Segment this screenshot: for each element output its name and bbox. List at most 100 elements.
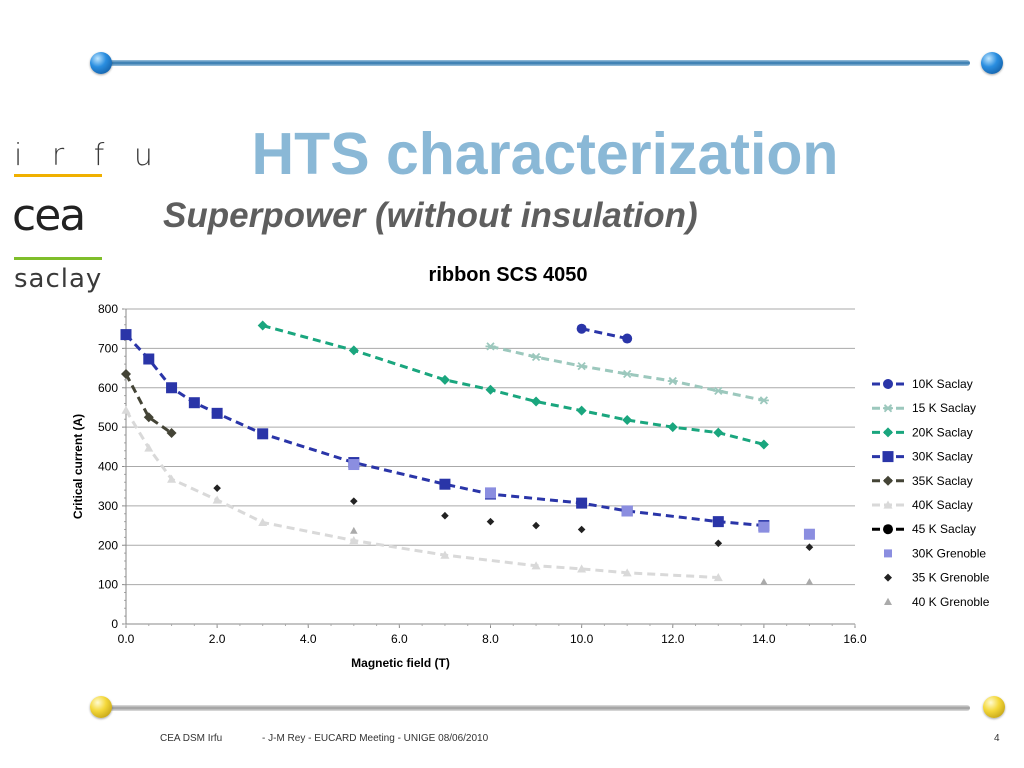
x-axis-label: Magnetic field (T): [351, 656, 450, 670]
series-0: [576, 323, 633, 344]
data-point: [258, 517, 268, 527]
data-point: [167, 474, 177, 483]
saclay-logo-overline: [14, 257, 102, 260]
data-point: [805, 543, 814, 552]
x-tick-label: 12.0: [661, 632, 685, 646]
data-point: [120, 329, 132, 341]
data-point: [805, 578, 814, 585]
saclay-logo: saclay: [14, 264, 103, 294]
data-point: [883, 404, 893, 413]
legend-label: 45 K Saclay: [912, 522, 976, 536]
data-point: [485, 487, 496, 499]
data-point: [622, 369, 633, 379]
data-point: [758, 439, 769, 450]
data-point: [622, 568, 632, 577]
legend-label: 35K Saclay: [912, 474, 973, 488]
data-point: [531, 396, 542, 407]
data-point: [350, 497, 358, 505]
data-point: [577, 564, 587, 573]
data-point: [144, 443, 154, 452]
legend-item: 40K Saclay: [872, 498, 973, 512]
data-point: [211, 407, 223, 419]
data-point: [485, 384, 496, 395]
series-line: [124, 373, 173, 435]
data-point: [577, 525, 586, 534]
series-line: [124, 333, 765, 528]
x-tick-label: 16.0: [843, 632, 867, 646]
y-tick-label: 600: [98, 381, 118, 395]
data-point: [486, 517, 495, 526]
bottom-right-ball: [983, 696, 1005, 718]
data-point: [883, 427, 893, 438]
legend-label: 40 K Grenoble: [912, 595, 990, 609]
critical-current-chart: ribbon SCS 4050 0 100 200 300 400 500 600 700 800…: [71, 264, 990, 670]
footer-page-number: 4: [994, 733, 1000, 744]
data-point: [439, 478, 451, 490]
y-tick-label: 500: [98, 420, 118, 434]
data-point: [883, 379, 893, 389]
data-point: [667, 422, 678, 433]
data-point: [188, 397, 200, 409]
legend-label: 40K Saclay: [912, 498, 973, 512]
data-point: [576, 361, 587, 371]
data-point: [166, 428, 177, 439]
y-axis-label: Critical current (A): [71, 414, 85, 519]
data-point: [713, 386, 724, 396]
data-point: [439, 374, 450, 385]
footer-organization: CEA DSM Irfu: [160, 733, 223, 744]
data-point: [883, 524, 893, 535]
x-tick-label: 8.0: [482, 632, 499, 646]
data-point: [760, 578, 768, 585]
chart-title: ribbon SCS 4050: [429, 264, 588, 286]
series-5: [121, 405, 723, 582]
series-7: [348, 459, 815, 540]
irfu-logo-underline: [14, 174, 102, 177]
legend-item: 10K Saclay: [872, 377, 973, 391]
legend-item: 20K Saclay: [872, 425, 973, 439]
y-tick-label: 0: [111, 617, 118, 631]
series-line: [124, 409, 719, 580]
data-point: [758, 396, 769, 405]
data-point: [883, 475, 893, 486]
data-point: [213, 484, 221, 492]
data-point: [622, 415, 633, 426]
data-point: [576, 405, 587, 416]
y-tick-label: 800: [98, 302, 118, 316]
legend-item: 45 K Saclay: [872, 522, 976, 536]
data-point: [758, 521, 770, 533]
series-line: [262, 324, 765, 446]
series-4: [121, 368, 177, 439]
legend-item: 35K Saclay: [872, 474, 973, 488]
data-point: [531, 561, 541, 570]
data-point: [884, 597, 892, 605]
data-point: [348, 345, 359, 356]
data-point: [576, 497, 588, 509]
x-tick-label: 4.0: [300, 632, 317, 646]
y-tick-label: 400: [98, 460, 118, 474]
legend-label: 30K Saclay: [912, 450, 973, 464]
slide-subtitle: Superpower (without insulation): [163, 196, 698, 235]
data-point: [350, 526, 358, 534]
data-point: [713, 573, 723, 582]
data-point: [349, 536, 359, 545]
data-point: [532, 521, 540, 530]
data-point: [531, 352, 542, 362]
data-point: [803, 528, 815, 540]
top-decorative-bar: [108, 60, 970, 66]
data-point: [714, 539, 723, 548]
legend-item: 15 K Saclay: [872, 401, 976, 415]
data-point: [667, 376, 678, 386]
series-line: [581, 327, 628, 340]
legend-label: 15 K Saclay: [912, 401, 976, 415]
data-point: [440, 550, 450, 559]
data-point: [121, 368, 131, 379]
data-point: [884, 549, 892, 558]
series-1: [485, 342, 769, 405]
y-tick-label: 200: [98, 538, 118, 552]
legend-label: 10K Saclay: [912, 377, 973, 391]
data-point: [143, 353, 155, 365]
legend-label: 30K Grenoble: [912, 546, 986, 560]
y-tick-label: 100: [98, 578, 118, 592]
data-point: [257, 320, 268, 331]
series-2: [257, 320, 769, 450]
